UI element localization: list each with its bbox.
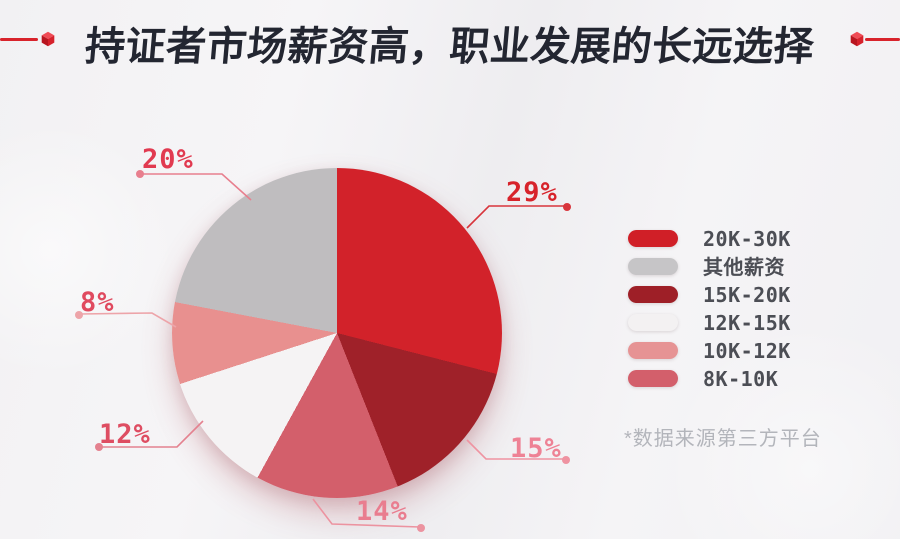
legend-label: 20K-30K	[703, 226, 791, 251]
percent-label-8: 8%	[80, 287, 115, 318]
legend: 20K-30K 其他薪资 15K-20K 12K-15K 10K-12K 8K-…	[628, 226, 791, 391]
pie-chart	[172, 168, 502, 498]
title-accent-line-right	[865, 38, 900, 41]
legend-swatch	[628, 286, 678, 303]
percent-label-12: 12%	[99, 419, 151, 450]
legend-label: 12K-15K	[703, 310, 791, 335]
percent-label-15: 15%	[510, 433, 562, 464]
legend-item: 15K-20K	[628, 282, 791, 307]
legend-swatch	[628, 342, 678, 359]
title-accent-line-left	[0, 38, 38, 41]
legend-swatch	[628, 314, 678, 331]
page-title: 持证者市场薪资高，职业发展的长远选择	[83, 25, 817, 69]
legend-swatch	[628, 230, 678, 247]
legend-item: 8K-10K	[628, 366, 791, 391]
legend-item: 10K-12K	[628, 338, 791, 363]
legend-item: 20K-30K	[628, 226, 791, 251]
legend-label: 其他薪资	[703, 254, 785, 279]
legend-label: 8K-10K	[703, 366, 779, 391]
percent-label-14: 14%	[356, 496, 408, 527]
legend-swatch	[628, 258, 678, 275]
legend-item: 其他薪资	[628, 254, 791, 279]
legend-item: 12K-15K	[628, 310, 791, 335]
data-source-note: *数据来源第三方平台	[624, 428, 822, 450]
leader-line-29	[466, 205, 566, 229]
cube-icon	[41, 31, 55, 47]
legend-label: 15K-20K	[703, 282, 791, 307]
percent-label-20: 20%	[142, 144, 194, 175]
leader-dot-29	[563, 203, 571, 211]
legend-swatch	[628, 370, 678, 387]
cube-icon	[850, 31, 864, 47]
leader-dot-14	[417, 524, 425, 532]
leader-dot-15	[562, 456, 570, 464]
legend-label: 10K-12K	[703, 338, 791, 363]
percent-label-29: 29%	[506, 177, 558, 208]
